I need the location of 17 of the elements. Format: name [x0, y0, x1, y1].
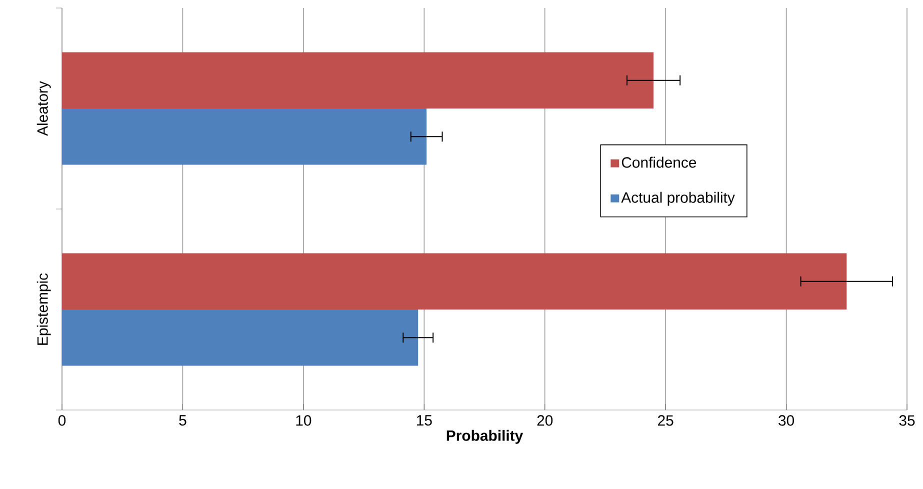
legend-label: Confidence [622, 156, 696, 168]
bar [62, 52, 654, 108]
x-axis-title: Probability [446, 430, 524, 444]
x-tick-label: 20 [537, 415, 553, 426]
bar [62, 108, 427, 165]
x-tick-label: 0 [58, 415, 66, 426]
x-tick-label: 5 [179, 415, 186, 426]
x-tick-label: 10 [296, 415, 312, 426]
bar [62, 310, 418, 366]
bar [62, 253, 847, 310]
x-tick-label: 25 [658, 415, 674, 426]
y-tick-label: Epistempic [36, 273, 51, 345]
legend-label: Actual probability [621, 192, 735, 206]
x-tick-label: 35 [899, 415, 915, 426]
x-tick-label: 30 [778, 415, 794, 426]
y-tick-label: Aleatory [36, 81, 51, 136]
x-tick-label: 15 [416, 415, 432, 426]
